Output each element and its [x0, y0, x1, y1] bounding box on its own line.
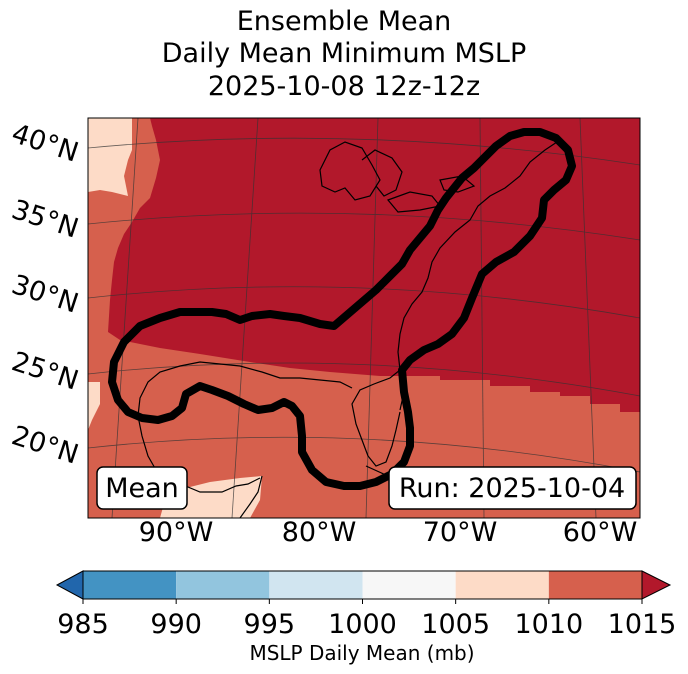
colorbar: 985 990 995 1000 1005 1010 1015 MSLP Daily Mea… [55, 570, 677, 665]
lon-label-70w: 70°W [423, 517, 498, 548]
lat-label-30: 30°N [8, 269, 82, 320]
title-line-1: Ensemble Mean [236, 6, 452, 37]
colorbar-bin-1000-1005 [362, 571, 456, 599]
run-box: Run: 2025-10-04 [388, 466, 637, 510]
lon-label-80w: 80°W [282, 517, 357, 548]
colorbar-bin-1010-1015 [548, 571, 642, 599]
colorbar-bin-995-1000 [269, 571, 363, 599]
field-1005-1010-nw [88, 118, 132, 196]
title-line-2: Daily Mean Minimum MSLP [161, 38, 527, 69]
colorbar-tick-label: 990 [150, 609, 202, 640]
lat-label-20: 20°N [8, 420, 82, 471]
lon-label-90w: 90°W [139, 517, 214, 548]
colorbar-bin-990-995 [176, 571, 270, 599]
colorbar-tick-label: 985 [57, 609, 109, 640]
lat-label-35: 35°N [8, 194, 82, 245]
colorbar-tick-label: 1000 [328, 609, 397, 640]
colorbar-tick-label: 1010 [514, 609, 583, 640]
colorbar-tick-label: 995 [244, 609, 296, 640]
mean-box: Mean [96, 466, 188, 510]
map-panel: Mean Run: 2025-10-04 [88, 118, 640, 518]
colorbar-tick-label: 1005 [421, 609, 490, 640]
field-1005-1010-west [88, 382, 100, 430]
lat-label-40: 40°N [8, 118, 82, 169]
map-frame [87, 117, 641, 519]
lat-label-25: 25°N [8, 346, 82, 397]
colorbar-under-arrow [55, 570, 84, 600]
colorbar-bin-1005-1010 [455, 571, 549, 599]
mean-label: Mean [105, 473, 179, 504]
colorbar-title: MSLP Daily Mean (mb) [249, 641, 474, 665]
colorbar-tick-label: 1015 [608, 609, 677, 640]
lon-label-60w: 60°W [563, 517, 638, 548]
title-line-3: 2025-10-08 12z-12z [207, 71, 481, 102]
colorbar-over-arrow [641, 570, 672, 600]
colorbar-bin-985-990 [83, 571, 177, 599]
probability-contour [108, 128, 576, 490]
field-over-1015 [108, 118, 640, 412]
run-label: Run: 2025-10-04 [399, 473, 625, 504]
